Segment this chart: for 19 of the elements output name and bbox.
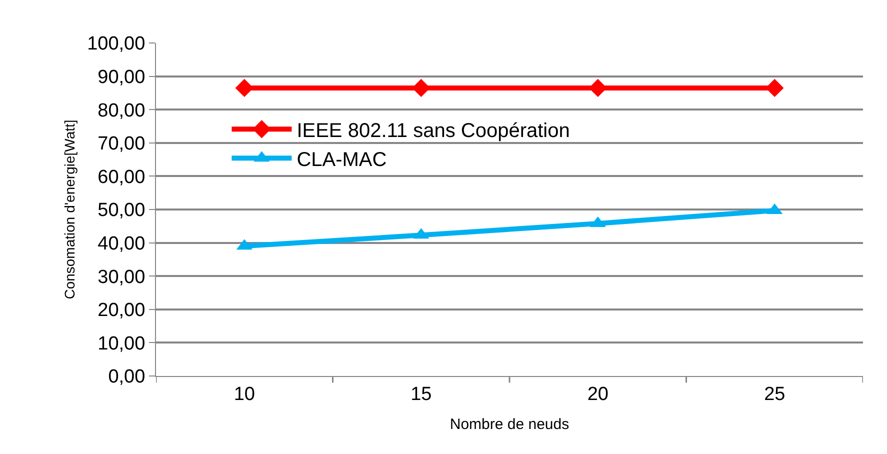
y-tick-label: 40,00 bbox=[98, 233, 146, 254]
y-tick-label: 100,00 bbox=[87, 34, 146, 55]
y-tick-label: 60,00 bbox=[98, 166, 146, 188]
y-tick-label: 70,00 bbox=[98, 134, 146, 155]
legend-label: IEEE 802.11 sans Coopération bbox=[296, 120, 570, 142]
y-tick-label: 10,00 bbox=[98, 333, 146, 354]
x-tick-label: 15 bbox=[410, 384, 432, 405]
y-axis-title: Consomation d'energie[Watt] bbox=[62, 120, 78, 300]
y-tick-label: 90,00 bbox=[98, 66, 146, 88]
x-tick-label: 25 bbox=[764, 384, 786, 405]
y-tick-label: 0,00 bbox=[108, 366, 146, 388]
x-axis-title: Nombre de neuds bbox=[450, 416, 570, 433]
x-tick-label: 10 bbox=[234, 384, 255, 405]
y-tick-label: 20,00 bbox=[98, 300, 146, 322]
x-tick-label: 20 bbox=[587, 384, 608, 405]
y-tick-label: 30,00 bbox=[98, 266, 146, 288]
y-tick-label: 50,00 bbox=[98, 200, 146, 222]
y-tick-label: 80,00 bbox=[98, 100, 146, 122]
legend-label: CLA-MAC bbox=[296, 148, 387, 171]
